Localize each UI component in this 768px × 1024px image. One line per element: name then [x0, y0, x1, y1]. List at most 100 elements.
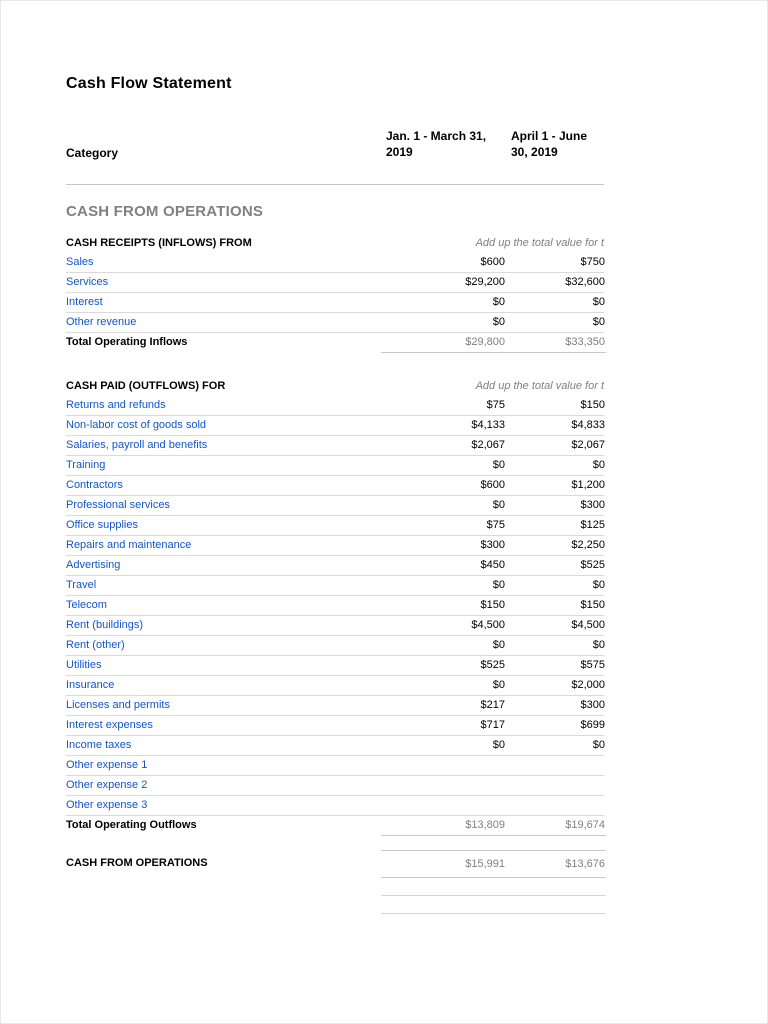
- table-row: Returns and refunds $75 $150: [66, 396, 605, 417]
- row-label-link[interactable]: Other expense 2: [66, 779, 148, 792]
- row-label-link[interactable]: Rent (other): [66, 639, 125, 652]
- empty-value-cell: [381, 896, 506, 915]
- row-value-period2: $4,500: [571, 619, 605, 632]
- row-label-link[interactable]: Travel: [66, 579, 97, 592]
- row-value-period1: $2,067: [471, 439, 505, 452]
- empty-cell: [66, 896, 381, 914]
- row-value-period2: $2,250: [571, 539, 605, 552]
- table-row: Income taxes $0 $0: [66, 736, 605, 757]
- table-row: Travel $0 $0: [66, 576, 605, 597]
- column-header-period-2: April 1 - June 30, 2019: [506, 129, 606, 160]
- row-label-link[interactable]: Rent (buildings): [66, 619, 144, 632]
- table-header-row: Category Jan. 1 - March 31, 2019 April 1…: [66, 129, 606, 186]
- period-2-label: April 1 - June 30, 2019: [511, 129, 588, 159]
- row-value-period2: $1,200: [571, 479, 605, 492]
- row-label-link[interactable]: Other expense 3: [66, 799, 148, 812]
- table-row: Non-labor cost of goods sold $4,133 $4,833: [66, 416, 605, 437]
- row-value-period1: $300: [480, 539, 505, 552]
- row-value-period1: $75: [486, 399, 505, 412]
- row-value-period2: $150: [580, 599, 605, 612]
- row-label-link[interactable]: Non-labor cost of goods sold: [66, 419, 207, 432]
- row-value-period2: $4,833: [571, 419, 605, 432]
- table-row: Interest $0 $0: [66, 293, 605, 314]
- empty-row-2: [66, 896, 606, 915]
- inflows-section: CASH RECEIPTS (INFLOWS) FROM Add up the …: [66, 232, 606, 354]
- row-label-link[interactable]: Contractors: [66, 479, 123, 492]
- table-row: Sales $600 $750: [66, 253, 605, 274]
- table-row: Rent (other) $0 $0: [66, 636, 605, 657]
- row-value-period1: $0: [492, 316, 505, 329]
- row-value-period2: $0: [592, 639, 605, 652]
- inflows-rows-container: Sales $600 $750 Services $29,200 $32,600 Inter…: [66, 253, 605, 334]
- row-value-period1: [381, 796, 506, 815]
- table-row: Contractors $600 $1,200: [66, 476, 605, 497]
- row-value-period2: $0: [592, 459, 605, 472]
- row-value-period1: $150: [480, 599, 505, 612]
- table-row: Utilities $525 $575: [66, 656, 605, 677]
- row-label-link[interactable]: Office supplies: [66, 519, 138, 532]
- row-value-period1: $600: [480, 256, 505, 269]
- table-row: Other revenue $0 $0: [66, 313, 605, 334]
- row-value-period2: $699: [580, 719, 605, 732]
- document-title: Cash Flow Statement: [66, 75, 232, 92]
- section-title-cash-from-operations: CASH FROM OPERATIONS: [66, 203, 264, 221]
- row-value-period1: [381, 756, 506, 775]
- summary-value-period2: $13,676: [506, 850, 606, 879]
- inflows-note: Add up the total value for t: [475, 236, 604, 249]
- empty-value-cell: [506, 878, 606, 897]
- table-row: Rent (buildings) $4,500 $4,500: [66, 616, 605, 637]
- row-label-link[interactable]: Licenses and permits: [66, 699, 170, 712]
- outflows-section: CASH PAID (OUTFLOWS) FOR Add up the tota…: [66, 375, 606, 837]
- row-value-period1: $0: [492, 679, 505, 692]
- row-value-period2: $0: [592, 579, 605, 592]
- outflows-heading: CASH PAID (OUTFLOWS) FOR: [66, 379, 226, 392]
- empty-value-cell: [506, 896, 606, 915]
- summary-label: CASH FROM OPERATIONS: [66, 857, 208, 870]
- row-value-period1: $29,200: [465, 276, 505, 289]
- empty-value-cell: [381, 878, 506, 897]
- inflows-subheader-row: CASH RECEIPTS (INFLOWS) FROM Add up the …: [66, 232, 604, 253]
- table-row: Other expense 2: [66, 776, 604, 797]
- inflows-total-label: Total Operating Inflows: [66, 336, 188, 349]
- outflows-rows-container: Returns and refunds $75 $150 Non-labor cost…: [66, 396, 605, 817]
- outflows-subheader-row: CASH PAID (OUTFLOWS) FOR Add up the tota…: [66, 375, 604, 396]
- row-label-link[interactable]: Utilities: [66, 659, 102, 672]
- row-value-period1: [381, 776, 506, 795]
- row-label-link[interactable]: Training: [66, 459, 106, 472]
- table-row: Advertising $450 $525: [66, 556, 605, 577]
- inflows-total-value-period2: $33,350: [506, 333, 606, 354]
- column-header-period-1: Jan. 1 - March 31, 2019: [381, 129, 506, 160]
- row-label-link[interactable]: Salaries, payroll and benefits: [66, 439, 208, 452]
- row-value-period2: $575: [580, 659, 605, 672]
- inflows-total-row: Total Operating Inflows $29,800 $33,350: [66, 333, 606, 354]
- row-label-link[interactable]: Advertising: [66, 559, 121, 572]
- table-row: Professional services $0 $300: [66, 496, 605, 517]
- empty-row-1: [66, 878, 606, 897]
- row-label-link[interactable]: Repairs and maintenance: [66, 539, 192, 552]
- row-label-link[interactable]: Insurance: [66, 679, 115, 692]
- row-label-link[interactable]: Services: [66, 276, 109, 289]
- table-row: Other expense 1: [66, 756, 604, 777]
- row-label-link[interactable]: Income taxes: [66, 739, 132, 752]
- table-row: Interest expenses $717 $699: [66, 716, 605, 737]
- row-label-link[interactable]: Professional services: [66, 499, 170, 512]
- cash-from-operations-summary-row: CASH FROM OPERATIONS $15,991 $13,676: [66, 850, 606, 879]
- row-value-period1: $450: [480, 559, 505, 572]
- row-value-period1: $525: [480, 659, 505, 672]
- row-value-period1: $0: [492, 579, 505, 592]
- row-label-link[interactable]: Telecom: [66, 599, 107, 612]
- row-label-link[interactable]: Interest expenses: [66, 719, 153, 732]
- table-row: Telecom $150 $150: [66, 596, 605, 617]
- row-value-period2: $300: [580, 499, 605, 512]
- outflows-note: Add up the total value for t: [475, 379, 604, 392]
- period-1-label: Jan. 1 - March 31, 2019: [386, 129, 487, 159]
- row-value-period1: $4,133: [471, 419, 505, 432]
- row-label-link[interactable]: Other expense 1: [66, 759, 148, 772]
- row-label-link[interactable]: Sales: [66, 256, 94, 269]
- row-label-link[interactable]: Interest: [66, 296, 103, 309]
- row-label-link[interactable]: Other revenue: [66, 316, 137, 329]
- row-value-period2: $750: [580, 256, 605, 269]
- table-row: Services $29,200 $32,600: [66, 273, 605, 294]
- row-label-link[interactable]: Returns and refunds: [66, 399, 166, 412]
